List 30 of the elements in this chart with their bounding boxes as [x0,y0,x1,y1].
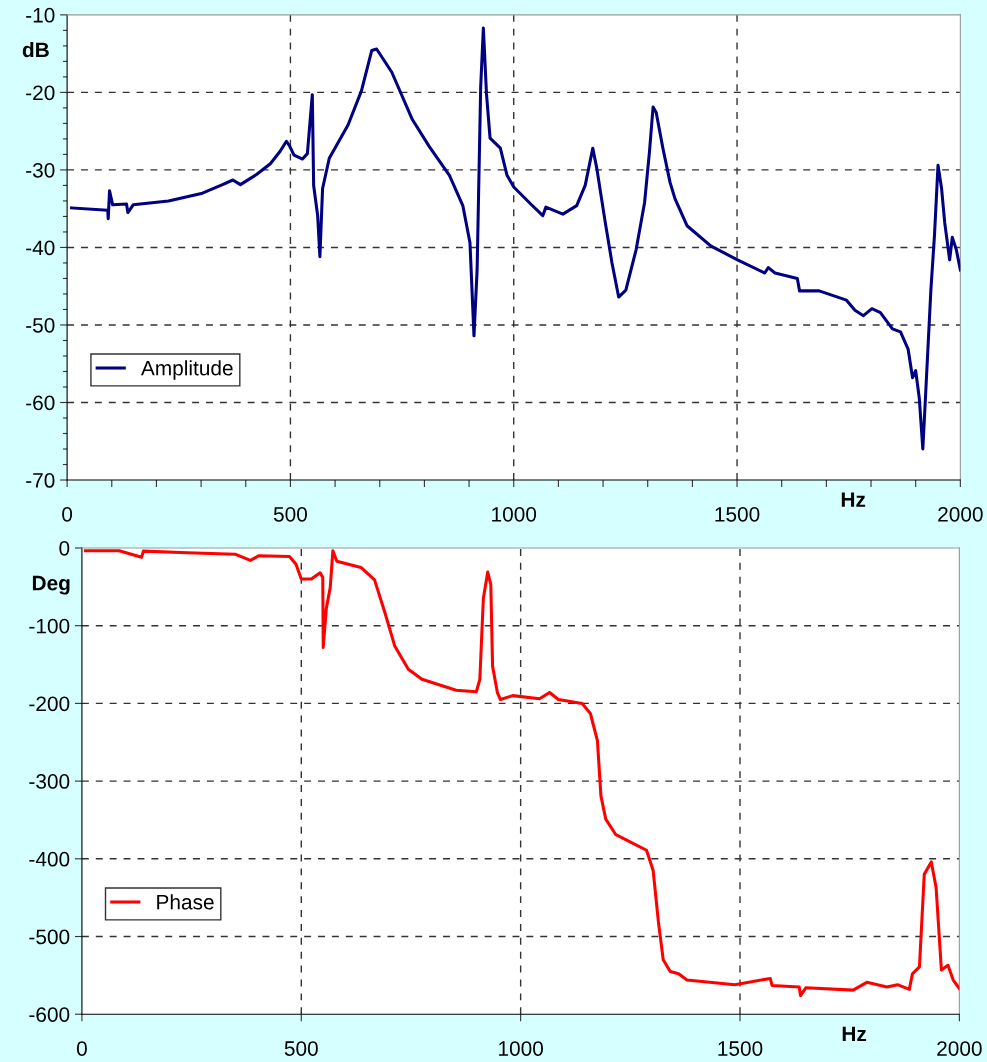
y-axis-title: Deg [32,575,70,595]
legend-label: Phase [157,894,214,910]
y-tick-label: -300 [29,774,70,789]
y-tick-label: -200 [29,696,70,712]
x-tick-label: 500 [284,1041,318,1056]
y-tick-label: -20 [26,85,55,101]
x-tick-label: 1500 [718,1041,763,1056]
x-tick-label: 500 [273,506,307,522]
y-tick-label: -10 [26,7,55,23]
x-tick-label: 1500 [715,506,760,522]
y-tick-label: -500 [29,929,70,945]
x-tick-label: 2000 [937,1041,982,1056]
y-tick-label: 0 [59,540,70,556]
line-series [70,26,961,451]
x-axis-title: Hz [842,1026,867,1041]
y-tick-label: -600 [29,1007,70,1022]
x-tick-label: 1000 [499,1041,543,1056]
legend-label: Amplitude [140,360,233,380]
y-tick-label: -50 [26,317,55,333]
x-tick-label: 2000 [938,506,983,522]
y-axis-title: dB [22,41,49,58]
x-tick-label: 0 [76,1041,87,1056]
x-axis-title: Hz [841,492,866,507]
x-tick-label: 1000 [492,506,537,522]
y-tick-label: -60 [26,395,55,411]
y-tick-label: -400 [29,851,70,867]
y-tick-label: -100 [29,618,70,634]
y-tick-label: -30 [26,162,55,178]
y-tick-label: -40 [26,240,55,256]
y-tick-label: -70 [26,473,55,488]
